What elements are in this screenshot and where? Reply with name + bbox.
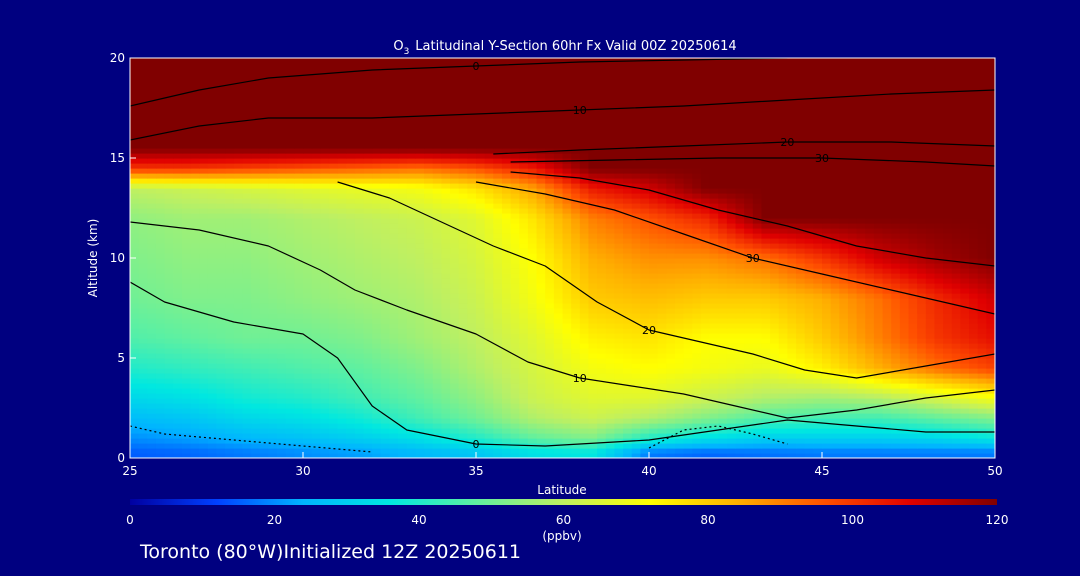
colorbar-tick-label: 0 xyxy=(126,513,134,527)
y-tick-label: 20 xyxy=(110,51,125,65)
footer-caption: Toronto (80°W)Initialized 12Z 20250611 xyxy=(140,541,521,563)
contour-label-7: 10 xyxy=(573,104,587,117)
contour-lines: 0 10 20 30 20 30 10 0 xyxy=(130,58,995,453)
contour-line-4 xyxy=(510,171,995,267)
contour-label-3: 30 xyxy=(746,252,760,265)
colorbar-tick-label: 80 xyxy=(700,513,715,527)
contour-label-8: 0 xyxy=(473,60,480,73)
colorbar xyxy=(130,499,997,505)
x-tick-label: 40 xyxy=(641,464,656,478)
x-tick-label: 35 xyxy=(468,464,483,478)
contour-label-2: 20 xyxy=(642,324,656,337)
x-tick-label: 25 xyxy=(122,464,137,478)
y-axis: 0 5 10 15 20 xyxy=(110,51,136,465)
x-tick-label: 45 xyxy=(814,464,829,478)
contour-line-6 xyxy=(510,157,995,167)
chart-title: O3 Latitudinal Y-Section 60hr Fx Valid 00… xyxy=(393,39,736,57)
contour-line-3 xyxy=(475,181,995,315)
y-tick-label: 0 xyxy=(117,451,125,465)
x-tick-label: 30 xyxy=(295,464,310,478)
colorbar-tick-label: 120 xyxy=(986,513,1009,527)
footer-location: Toronto (80°W) xyxy=(140,541,284,563)
colorbar-unit-label: (ppbv) xyxy=(542,529,581,543)
y-tick-label: 5 xyxy=(117,351,125,365)
contour-line-8 xyxy=(130,58,788,107)
y-tick-label: 10 xyxy=(110,251,125,265)
colorbar-tick-label: 100 xyxy=(841,513,864,527)
x-tick-label: 50 xyxy=(987,464,1002,478)
contour-label-0: 0 xyxy=(473,438,480,451)
contour-line-0 xyxy=(130,281,995,447)
y-tick-label: 15 xyxy=(110,151,125,165)
x-axis: 25 30 35 40 45 50 xyxy=(122,452,1003,478)
contour-line-1 xyxy=(130,221,995,419)
contour-line-2 xyxy=(337,181,995,379)
colorbar-ticks: 0 20 40 60 80 100 120 xyxy=(126,513,1008,527)
plot-area: 0 10 20 30 20 30 10 0 xyxy=(130,58,995,458)
y-axis-label: Altitude (km) xyxy=(86,219,100,298)
x-axis-label: Latitude xyxy=(537,483,586,497)
contour-line-5 xyxy=(493,141,995,155)
ozone-heatmap xyxy=(130,58,995,458)
colorbar-tick-label: 20 xyxy=(267,513,282,527)
contour-label-1: 10 xyxy=(573,372,587,385)
contour-line-10 xyxy=(648,425,788,449)
footer-initialized: Initialized 12Z 20250611 xyxy=(283,541,522,563)
contour-line-7 xyxy=(130,89,995,141)
contour-label-5: 20 xyxy=(780,136,794,149)
contour-label-6: 30 xyxy=(815,152,829,165)
colorbar-tick-label: 40 xyxy=(411,513,426,527)
colorbar-tick-label: 60 xyxy=(556,513,571,527)
